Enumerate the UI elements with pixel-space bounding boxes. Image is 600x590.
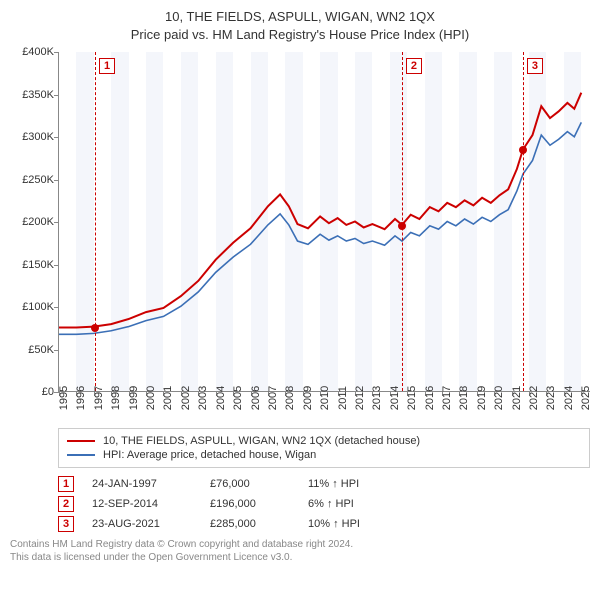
legend-swatch	[67, 454, 95, 456]
event-dot	[519, 146, 527, 154]
x-tick-label: 1999	[128, 386, 140, 410]
title-subtitle: Price paid vs. HM Land Registry's House …	[0, 26, 600, 44]
event-marker-box: 2	[406, 58, 422, 74]
x-tick-label: 2006	[250, 386, 262, 410]
x-axis: 1995199619971998199920002001200220032004…	[58, 392, 590, 432]
event-marker-box: 1	[99, 58, 115, 74]
x-tick-label: 2014	[389, 386, 401, 410]
y-tick-label: £400K	[22, 46, 54, 58]
x-tick-label: 2009	[302, 386, 314, 410]
y-tick-label: £250K	[22, 174, 54, 186]
sale-row: 2 12-SEP-2014 £196,000 6% ↑ HPI	[58, 496, 590, 512]
footer-line1: Contains HM Land Registry data © Crown c…	[10, 538, 590, 551]
chart-container: { "titles": { "line1": "10, THE FIELDS, …	[0, 0, 600, 590]
x-tick-label: 2010	[319, 386, 331, 410]
legend-item: 10, THE FIELDS, ASPULL, WIGAN, WN2 1QX (…	[67, 435, 581, 447]
x-tick-label: 1995	[58, 386, 70, 410]
event-marker-box: 3	[527, 58, 543, 74]
sale-marker-number: 2	[58, 496, 74, 512]
series-price_paid	[59, 93, 581, 328]
sale-delta: 11% ↑ HPI	[308, 478, 398, 490]
title-block: 10, THE FIELDS, ASPULL, WIGAN, WN2 1QX P…	[0, 0, 600, 44]
x-tick-label: 2022	[528, 386, 540, 410]
series-hpi	[59, 123, 581, 335]
sale-price: £196,000	[210, 498, 290, 510]
sale-price: £285,000	[210, 518, 290, 530]
legend-item: HPI: Average price, detached house, Wiga…	[67, 449, 581, 461]
x-tick-label: 2024	[563, 386, 575, 410]
x-tick-label: 2016	[424, 386, 436, 410]
x-tick-label: 2019	[476, 386, 488, 410]
y-axis: £0£50K£100K£150K£200K£250K£300K£350K£400…	[10, 52, 58, 392]
y-tick-label: £0	[42, 386, 54, 398]
x-tick-label: 2004	[215, 386, 227, 410]
x-tick-label: 2015	[406, 386, 418, 410]
y-tick	[54, 52, 59, 53]
title-address: 10, THE FIELDS, ASPULL, WIGAN, WN2 1QX	[0, 8, 600, 26]
y-tick-label: £350K	[22, 89, 54, 101]
plot-area: 1 2 3	[58, 52, 590, 392]
sale-marker-number: 1	[58, 476, 74, 492]
x-tick-label: 2000	[145, 386, 157, 410]
y-tick-label: £100K	[22, 301, 54, 313]
event-dot	[398, 222, 406, 230]
y-tick	[54, 137, 59, 138]
x-tick-label: 2003	[197, 386, 209, 410]
y-tick	[54, 350, 59, 351]
sale-delta: 10% ↑ HPI	[308, 518, 398, 530]
x-tick-label: 2007	[267, 386, 279, 410]
line-layer	[59, 52, 590, 391]
x-tick-label: 2008	[284, 386, 296, 410]
x-tick-label: 2012	[354, 386, 366, 410]
y-tick	[54, 307, 59, 308]
x-tick-label: 2021	[511, 386, 523, 410]
y-tick-label: £150K	[22, 259, 54, 271]
sales-table: 1 24-JAN-1997 £76,000 11% ↑ HPI 2 12-SEP-2014…	[58, 476, 590, 532]
y-tick-label: £300K	[22, 131, 54, 143]
x-tick-label: 2001	[162, 386, 174, 410]
y-tick	[54, 95, 59, 96]
sale-row: 3 23-AUG-2021 £285,000 10% ↑ HPI	[58, 516, 590, 532]
x-tick-label: 2013	[371, 386, 383, 410]
footer-line2: This data is licensed under the Open Gov…	[10, 551, 590, 564]
x-tick-label: 2011	[337, 387, 349, 411]
x-tick-label: 2005	[232, 386, 244, 410]
footer-attribution: Contains HM Land Registry data © Crown c…	[10, 538, 590, 564]
legend-label: 10, THE FIELDS, ASPULL, WIGAN, WN2 1QX (…	[103, 435, 420, 447]
x-tick-label: 2018	[458, 386, 470, 410]
chart-area: £0£50K£100K£150K£200K£250K£300K£350K£400…	[10, 52, 590, 422]
sale-price: £76,000	[210, 478, 290, 490]
x-tick-label: 2020	[493, 386, 505, 410]
event-dot	[91, 324, 99, 332]
event-dashed-line	[523, 52, 524, 391]
legend-swatch	[67, 440, 95, 442]
sale-date: 24-JAN-1997	[92, 478, 192, 490]
sale-date: 23-AUG-2021	[92, 518, 192, 530]
y-tick-label: £50K	[28, 344, 54, 356]
x-tick-label: 1998	[110, 386, 122, 410]
x-tick-label: 2002	[180, 386, 192, 410]
legend: 10, THE FIELDS, ASPULL, WIGAN, WN2 1QX (…	[58, 428, 590, 468]
x-tick-label: 2023	[545, 386, 557, 410]
y-tick	[54, 222, 59, 223]
y-tick-label: £200K	[22, 216, 54, 228]
x-tick-label: 2025	[580, 386, 592, 410]
legend-label: HPI: Average price, detached house, Wiga…	[103, 449, 316, 461]
x-tick-label: 1997	[93, 386, 105, 410]
sale-marker-number: 3	[58, 516, 74, 532]
sale-date: 12-SEP-2014	[92, 498, 192, 510]
sale-row: 1 24-JAN-1997 £76,000 11% ↑ HPI	[58, 476, 590, 492]
y-tick	[54, 180, 59, 181]
event-dashed-line	[95, 52, 96, 391]
y-tick	[54, 265, 59, 266]
x-tick-label: 1996	[75, 386, 87, 410]
x-tick-label: 2017	[441, 386, 453, 410]
sale-delta: 6% ↑ HPI	[308, 498, 398, 510]
